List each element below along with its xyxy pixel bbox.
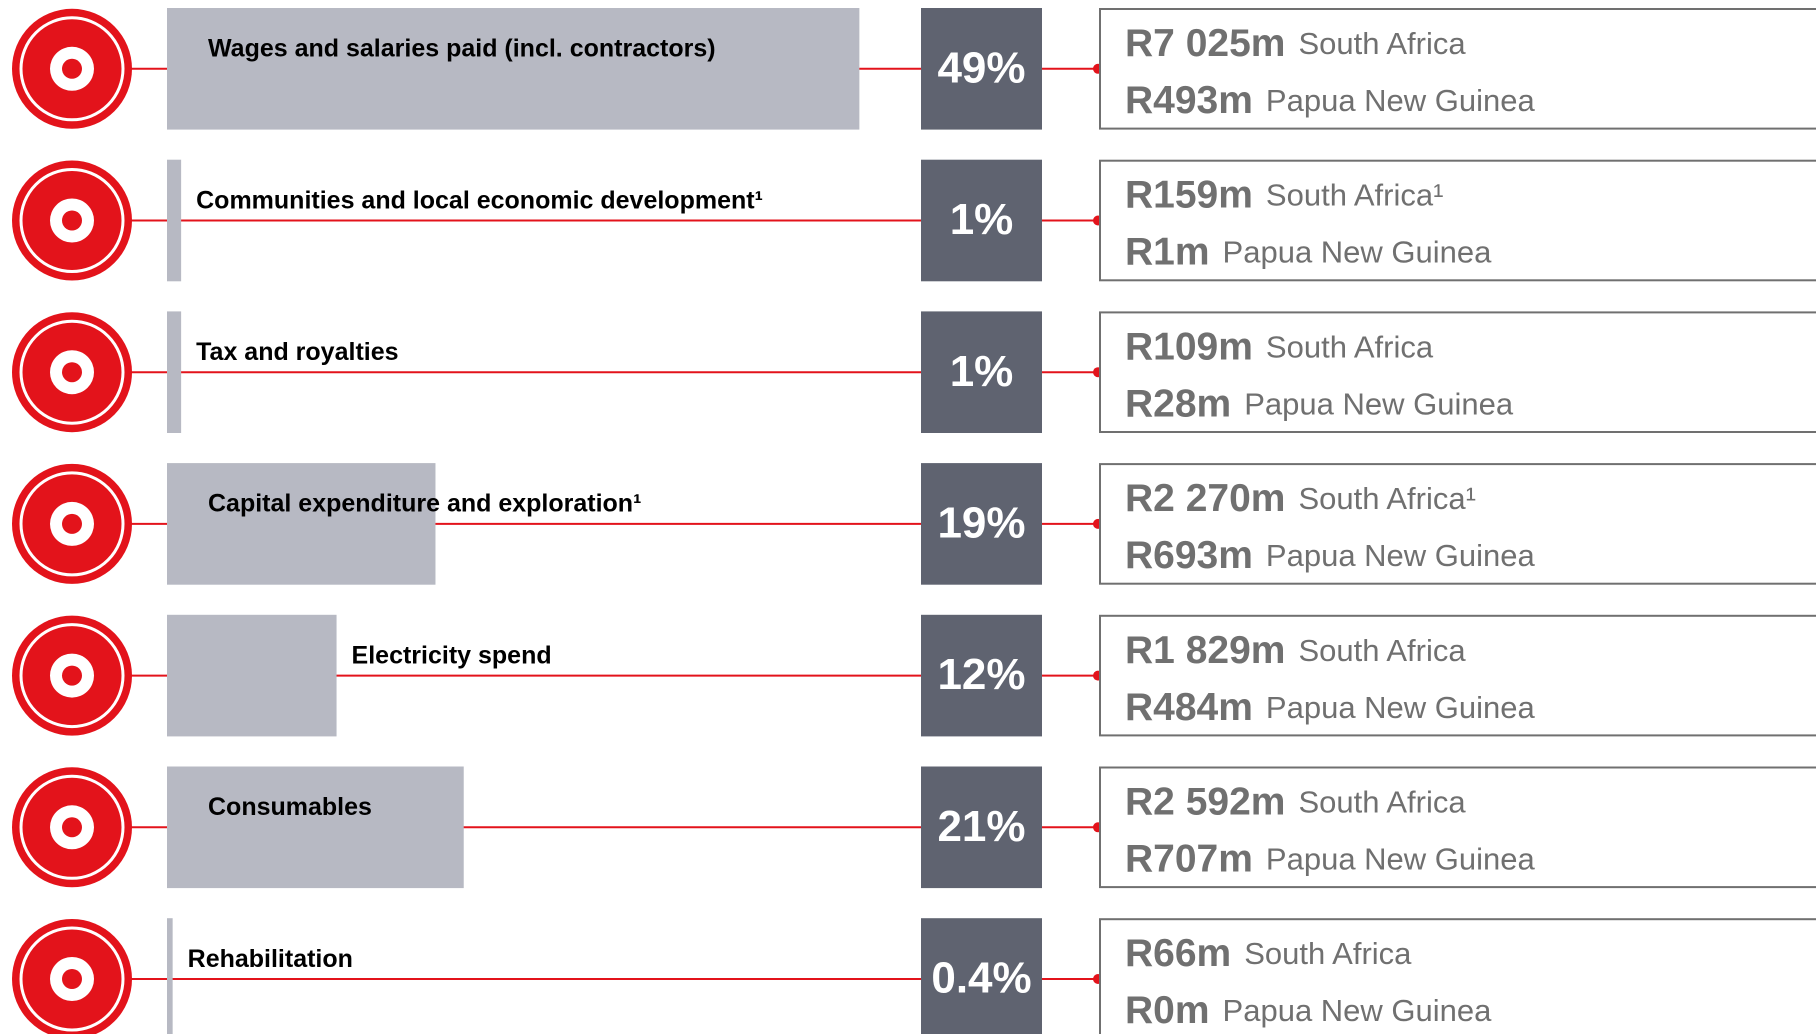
breakdown-line: R159m South Africa¹ bbox=[1125, 174, 1443, 217]
amount: R0m bbox=[1125, 989, 1210, 1032]
percent-box bbox=[921, 159, 1042, 282]
region: Papua New Guinea bbox=[1266, 842, 1536, 877]
amount: R28m bbox=[1125, 383, 1231, 426]
region: South Africa¹ bbox=[1266, 178, 1443, 213]
percent-label: 1% bbox=[950, 195, 1014, 244]
percent-label: 1% bbox=[950, 347, 1014, 396]
icon-glyph-inner bbox=[62, 513, 82, 534]
amount: R109m bbox=[1125, 326, 1253, 369]
icon-ring bbox=[19, 926, 125, 1032]
amount: R493m bbox=[1125, 79, 1253, 122]
region: Papua New Guinea bbox=[1266, 538, 1536, 573]
breakdown-line: R28m Papua New Guinea bbox=[1125, 383, 1514, 426]
percent-label: 49% bbox=[937, 43, 1025, 92]
percent-box bbox=[921, 463, 1042, 585]
breakdown-line: R707m Papua New Guinea bbox=[1125, 838, 1536, 881]
amount: R707m bbox=[1125, 838, 1253, 881]
region: Papua New Guinea bbox=[1266, 690, 1536, 725]
region: South Africa bbox=[1244, 936, 1412, 971]
breakdown-line: R1m Papua New Guinea bbox=[1125, 231, 1492, 274]
category-label: Capital expenditure and exploration¹ bbox=[208, 490, 641, 518]
amount: R1m bbox=[1125, 231, 1210, 274]
breakdown-box bbox=[1099, 463, 1816, 585]
percent-label: 0.4% bbox=[931, 954, 1031, 1003]
breakdown-box bbox=[1099, 159, 1816, 282]
breakdown-line: R109m South Africa bbox=[1125, 326, 1434, 369]
breakdown-box bbox=[1099, 766, 1816, 889]
region: Papua New Guinea bbox=[1223, 235, 1493, 270]
breakdown-line: R0m Papua New Guinea bbox=[1125, 989, 1492, 1032]
bar bbox=[167, 918, 173, 1034]
bar bbox=[167, 766, 464, 889]
bar bbox=[167, 463, 436, 585]
icon-glyph-inner bbox=[62, 665, 82, 686]
breakdown-box bbox=[1099, 614, 1816, 737]
breakdown-line: R1 829m South Africa bbox=[1125, 629, 1466, 672]
percent-box bbox=[921, 614, 1042, 737]
icon-glyph-inner bbox=[62, 210, 82, 231]
icon-glyph-inner bbox=[62, 969, 82, 989]
icon-ring bbox=[19, 168, 125, 273]
category-label: Communities and local economic developme… bbox=[196, 186, 763, 214]
category-label: Consumables bbox=[208, 793, 372, 821]
region: Papua New Guinea bbox=[1244, 387, 1514, 422]
breakdown-line: R2 592m South Africa bbox=[1125, 781, 1466, 824]
icon-glyph-inner bbox=[62, 362, 82, 383]
icon-ring bbox=[19, 774, 125, 880]
region: South Africa bbox=[1298, 633, 1466, 668]
region: South Africa¹ bbox=[1298, 481, 1475, 516]
category-label: Wages and salaries paid (incl. contracto… bbox=[208, 35, 716, 63]
breakdown-box bbox=[1099, 311, 1816, 433]
amount: R693m bbox=[1125, 534, 1253, 577]
breakdown-line: R484m Papua New Guinea bbox=[1125, 686, 1536, 729]
category-label: Rehabilitation bbox=[188, 945, 353, 973]
category-label: Electricity spend bbox=[352, 641, 552, 669]
icon-ring bbox=[19, 319, 125, 425]
amount: R66m bbox=[1125, 932, 1231, 975]
bar bbox=[167, 159, 182, 282]
percent-label: 21% bbox=[937, 802, 1025, 851]
percent-box bbox=[921, 311, 1042, 433]
icon-glyph-inner bbox=[62, 58, 82, 79]
breakdown-box bbox=[1099, 918, 1816, 1034]
bar bbox=[167, 311, 182, 433]
region: South Africa bbox=[1266, 330, 1434, 365]
region: Papua New Guinea bbox=[1266, 83, 1536, 118]
percent-box bbox=[921, 918, 1042, 1034]
breakdown-line: R7 025m South Africa bbox=[1125, 22, 1466, 65]
percent-label: 12% bbox=[937, 650, 1025, 699]
breakdown-line: R2 270m South Africa¹ bbox=[1125, 477, 1476, 520]
bar bbox=[167, 8, 860, 130]
icon-ring bbox=[19, 16, 125, 122]
breakdown-line: R493m Papua New Guinea bbox=[1125, 79, 1536, 122]
bar bbox=[167, 614, 337, 737]
region: South Africa bbox=[1298, 785, 1466, 820]
icon-glyph-inner bbox=[62, 817, 82, 838]
amount: R2 592m bbox=[1125, 781, 1285, 824]
percent-box bbox=[921, 8, 1042, 130]
category-label: Tax and royalties bbox=[196, 338, 398, 366]
breakdown-box bbox=[1099, 8, 1816, 130]
amount: R484m bbox=[1125, 686, 1253, 729]
amount: R2 270m bbox=[1125, 477, 1285, 520]
region: Papua New Guinea bbox=[1223, 993, 1493, 1028]
icon-ring bbox=[19, 623, 125, 729]
region: South Africa bbox=[1298, 26, 1466, 61]
icon-ring bbox=[19, 471, 125, 577]
amount: R7 025m bbox=[1125, 22, 1285, 65]
breakdown-line: R693m Papua New Guinea bbox=[1125, 534, 1536, 577]
breakdown-line: R66m South Africa bbox=[1125, 932, 1412, 975]
percent-label: 19% bbox=[937, 499, 1025, 548]
amount: R159m bbox=[1125, 174, 1253, 217]
percent-box bbox=[921, 766, 1042, 889]
amount: R1 829m bbox=[1125, 629, 1285, 672]
